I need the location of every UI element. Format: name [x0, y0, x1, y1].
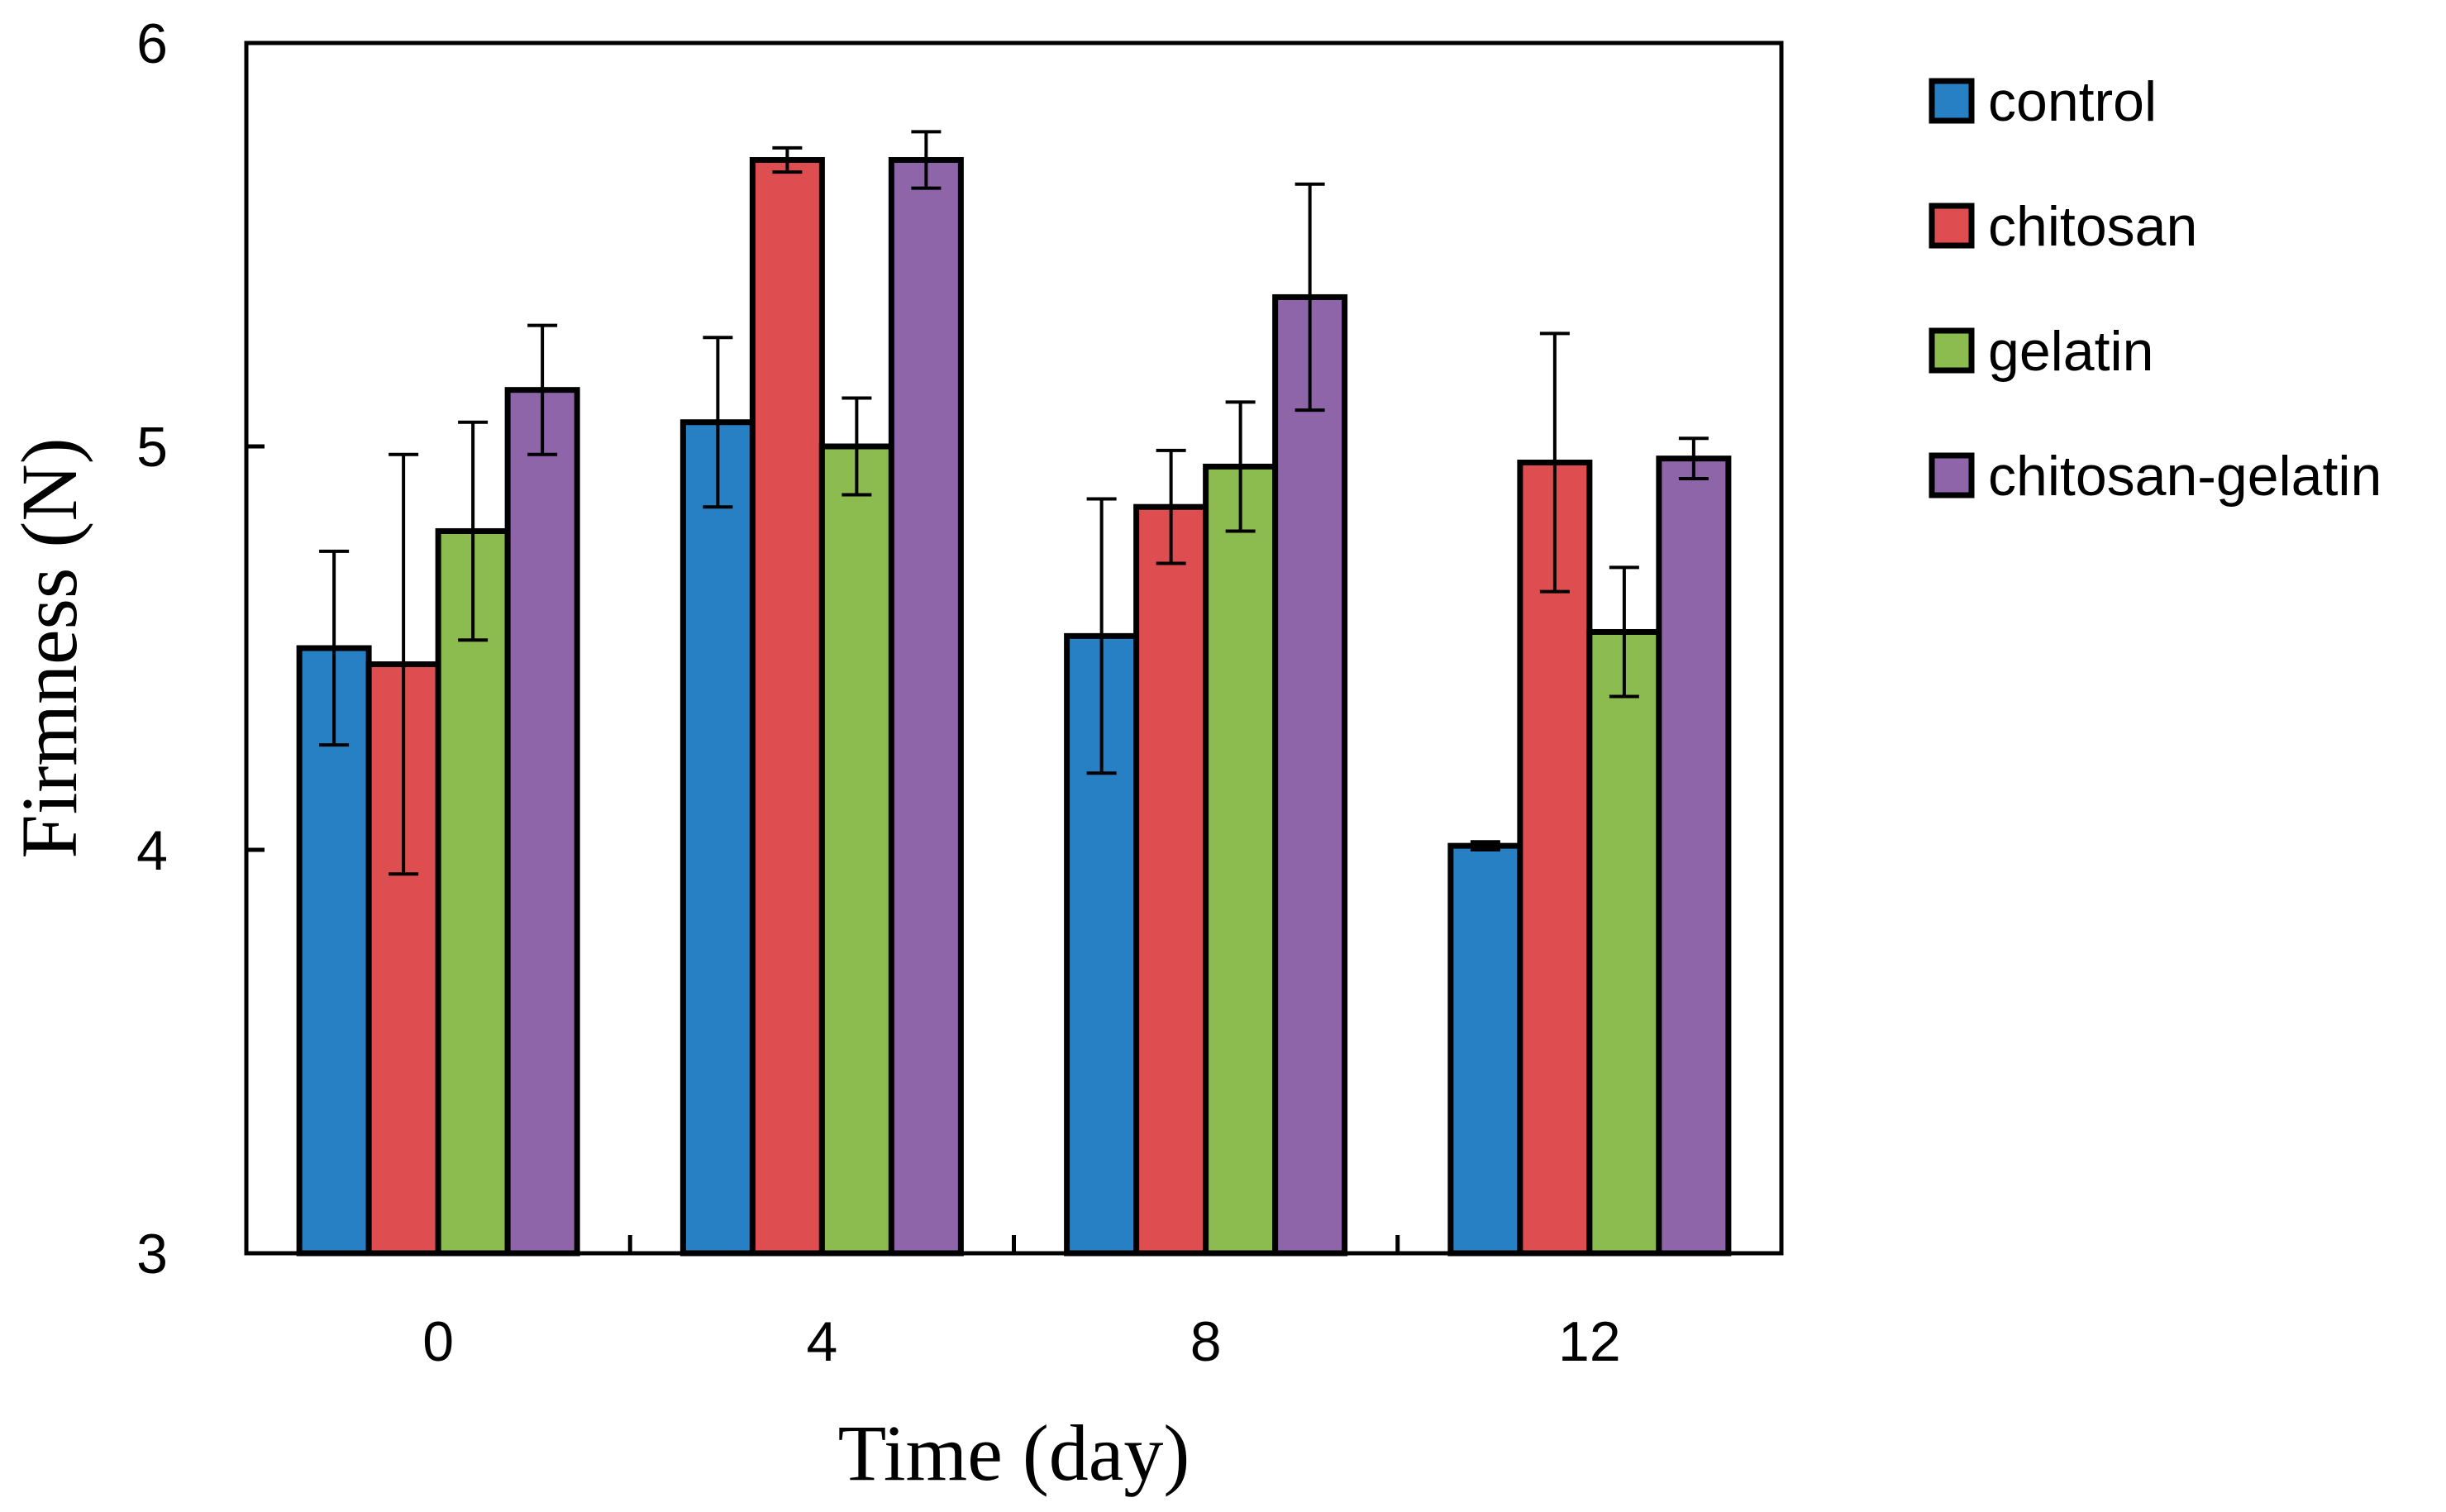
bar-control-day-12	[1447, 842, 1523, 1257]
error-bar-chitosan-gelatin-day-4	[911, 130, 942, 190]
error-bar-control-day-8	[1086, 497, 1117, 775]
legend-item-gelatin: gelatin	[1929, 320, 2153, 383]
error-bar-chitosan-gelatin-day-8	[1295, 182, 1325, 413]
legend-label: chitosan-gelatin	[1988, 445, 2382, 508]
x-axis: 0 4 8 12	[422, 1235, 1621, 1373]
error-bar-control-day-0	[319, 549, 350, 747]
error-bar-chitosan-day-8	[1156, 448, 1186, 565]
legend-swatch	[1929, 203, 1975, 249]
legend-label: chitosan	[1988, 195, 2197, 258]
error-bar-chitosan-day-4	[772, 145, 803, 174]
y-tick-label: 6	[136, 12, 168, 75]
legend: control chitosan gelatin chitosan-gelatin	[1929, 70, 2382, 508]
error-bars-layer	[319, 130, 1709, 876]
error-bar-gelatin-day-0	[458, 420, 489, 642]
error-bar-control-day-12	[1470, 840, 1500, 851]
x-axis-title: Time (day)	[838, 1409, 1190, 1497]
bar-chitosan-gelatin-day-4	[888, 157, 964, 1257]
error-bar-chitosan-day-12	[1539, 331, 1570, 594]
error-bar-chitosan-gelatin-day-0	[527, 323, 558, 456]
x-tick-label: 12	[1558, 1310, 1621, 1373]
y-axis-title: Firmness (N)	[5, 437, 93, 858]
bar-chitosan-day-4	[749, 157, 825, 1257]
legend-swatch	[1929, 452, 1975, 498]
bars-layer	[296, 157, 1732, 1257]
error-bar-gelatin-day-8	[1225, 400, 1256, 533]
error-bar-chitosan-day-0	[389, 452, 419, 876]
bar-gelatin-day-8	[1203, 463, 1279, 1257]
error-bar-chitosan-gelatin-day-12	[1678, 436, 1709, 481]
bar-chitosan-day-8	[1133, 503, 1209, 1257]
legend-swatch	[1929, 78, 1975, 124]
legend-label: gelatin	[1988, 320, 2153, 383]
legend-item-control: control	[1929, 70, 2157, 133]
y-tick-label: 5	[136, 416, 168, 479]
bar-gelatin-day-4	[818, 443, 894, 1257]
bar-control-day-4	[679, 419, 756, 1257]
y-tick-label: 3	[136, 1223, 168, 1285]
bar-chitosan-gelatin-day-8	[1272, 293, 1348, 1257]
y-axis: 3 4 5 6	[136, 12, 265, 1285]
error-bar-gelatin-day-4	[842, 396, 872, 497]
error-bar-control-day-4	[703, 336, 733, 509]
legend-swatch	[1929, 327, 1975, 374]
y-tick-label: 4	[136, 819, 168, 882]
bar-chitosan-gelatin-day-0	[504, 387, 580, 1257]
error-bar-gelatin-day-12	[1609, 565, 1639, 699]
legend-item-chitosan-gelatin: chitosan-gelatin	[1929, 445, 2382, 508]
legend-item-chitosan: chitosan	[1929, 195, 2197, 258]
legend-label: control	[1988, 70, 2157, 133]
bar-chitosan-gelatin-day-12	[1656, 456, 1732, 1257]
x-tick-label: 0	[422, 1310, 454, 1373]
x-tick-label: 8	[1190, 1310, 1222, 1373]
bar-gelatin-day-12	[1586, 628, 1662, 1257]
x-tick-label: 4	[806, 1310, 837, 1373]
